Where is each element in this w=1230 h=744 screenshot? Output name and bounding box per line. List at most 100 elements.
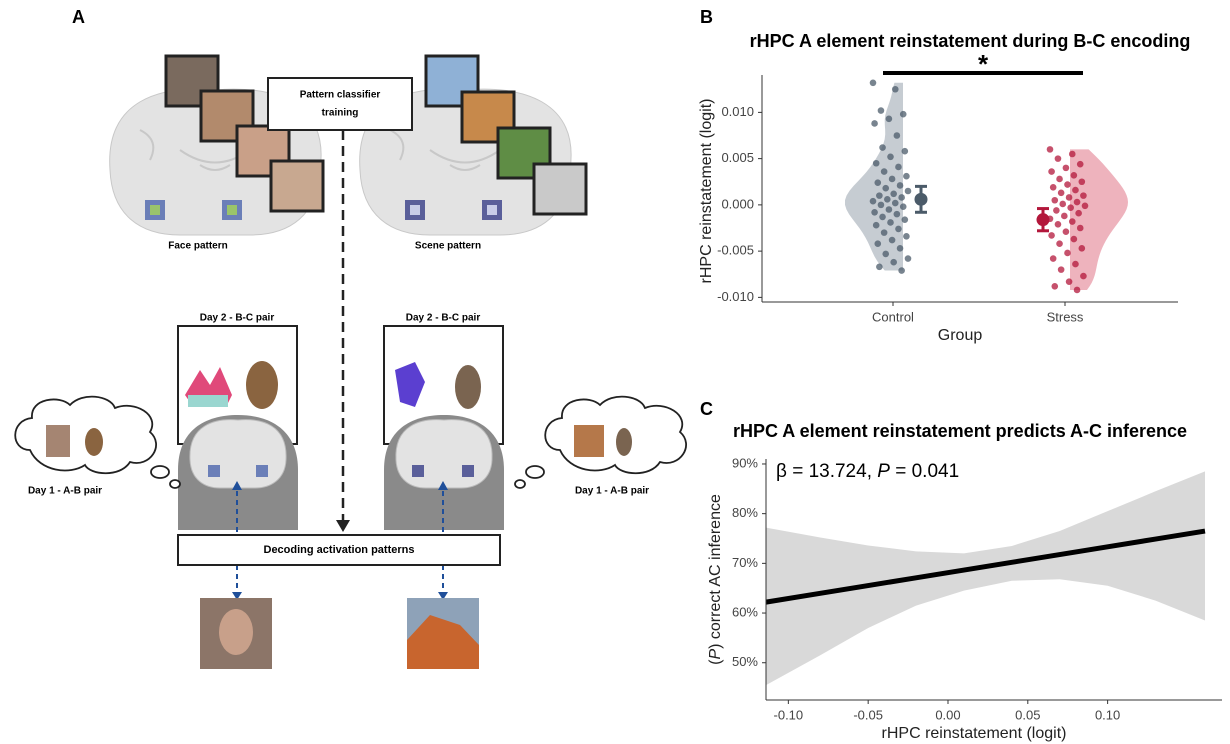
y-tick-label: 50% bbox=[732, 654, 758, 669]
data-point bbox=[870, 198, 877, 205]
data-point bbox=[882, 251, 889, 258]
figure: A Pattern classifier training Face patte… bbox=[0, 0, 1230, 744]
data-point bbox=[1066, 278, 1073, 285]
data-point bbox=[1064, 250, 1071, 257]
x-tick-label: Control bbox=[872, 309, 914, 324]
stat-annotation-part: β = 13.724, bbox=[776, 461, 877, 482]
x-tick-label: 0.00 bbox=[935, 707, 960, 722]
data-point bbox=[890, 259, 897, 266]
violin bbox=[1070, 149, 1128, 290]
data-point bbox=[886, 116, 893, 123]
data-point bbox=[894, 132, 901, 139]
data-point bbox=[1058, 190, 1065, 197]
data-point bbox=[1058, 266, 1065, 273]
data-point bbox=[892, 86, 899, 93]
panel-label: A bbox=[72, 7, 85, 27]
y-tick-label: 70% bbox=[732, 555, 758, 570]
y-tick-label: 60% bbox=[732, 604, 758, 619]
y-axis-label-part: ) correct AC inference bbox=[707, 494, 724, 649]
data-point bbox=[1082, 203, 1089, 210]
data-point bbox=[1055, 155, 1062, 162]
face-image bbox=[46, 425, 70, 457]
data-point bbox=[1056, 176, 1063, 183]
x-tick-label: -0.05 bbox=[853, 707, 883, 722]
y-tick-label: -0.005 bbox=[717, 243, 754, 258]
face-image bbox=[219, 609, 253, 655]
data-point bbox=[881, 168, 888, 175]
data-point bbox=[886, 206, 893, 213]
data-point bbox=[1048, 168, 1055, 175]
data-point bbox=[1048, 232, 1055, 239]
stat-annotation: β = 13.724, P = 0.041 bbox=[776, 461, 959, 482]
object-image bbox=[188, 395, 228, 407]
data-point bbox=[878, 107, 885, 114]
data-point bbox=[1074, 287, 1081, 294]
mean-point bbox=[1037, 213, 1050, 226]
data-point bbox=[871, 209, 878, 216]
x-tick-label: 0.05 bbox=[1015, 707, 1040, 722]
y-axis-label: (P) correct AC inference bbox=[707, 494, 724, 665]
data-point bbox=[1079, 245, 1086, 252]
confidence-band bbox=[766, 471, 1205, 685]
data-point bbox=[895, 226, 902, 233]
y-tick-label: 80% bbox=[732, 505, 758, 520]
x-tick-label: Stress bbox=[1047, 309, 1084, 324]
data-point bbox=[902, 148, 909, 155]
x-tick-label: -0.10 bbox=[774, 707, 804, 722]
data-point bbox=[1051, 197, 1058, 204]
stat-annotation-part: P bbox=[877, 461, 890, 482]
y-axis-label-part: P bbox=[707, 649, 724, 660]
data-point bbox=[894, 211, 901, 218]
data-point bbox=[876, 192, 883, 199]
classifier-box bbox=[268, 78, 412, 130]
data-point bbox=[1069, 218, 1076, 225]
data-point bbox=[1069, 151, 1076, 158]
data-point bbox=[1050, 184, 1057, 191]
data-point bbox=[887, 153, 894, 160]
data-point bbox=[1055, 221, 1062, 228]
data-point bbox=[1080, 192, 1087, 199]
data-point bbox=[871, 120, 878, 127]
data-point bbox=[1059, 201, 1066, 208]
data-point bbox=[873, 222, 880, 229]
data-point bbox=[1051, 283, 1058, 290]
data-point bbox=[870, 79, 877, 86]
data-point bbox=[874, 179, 881, 186]
data-point bbox=[1080, 273, 1087, 280]
head-brain bbox=[190, 420, 492, 488]
x-axis-label: rHPC reinstatement (logit) bbox=[882, 725, 1067, 742]
data-point bbox=[889, 176, 896, 183]
data-point bbox=[900, 203, 907, 210]
data-point bbox=[1063, 228, 1070, 235]
decoding-label: Decoding activation patterns bbox=[264, 544, 415, 556]
y-tick-label: 0.000 bbox=[721, 196, 754, 211]
data-point bbox=[897, 245, 904, 252]
data-point bbox=[902, 216, 909, 223]
panel-a: A Pattern classifier training Face patte… bbox=[15, 7, 686, 669]
data-point bbox=[900, 111, 907, 118]
data-point bbox=[1077, 161, 1084, 168]
data-point bbox=[1066, 194, 1073, 201]
data-point bbox=[1056, 240, 1063, 247]
data-point bbox=[1063, 165, 1070, 172]
data-point bbox=[903, 173, 910, 180]
x-tick-label: 0.10 bbox=[1095, 707, 1120, 722]
chart-title: rHPC A element reinstatement predicts A-… bbox=[733, 421, 1187, 441]
pair-label: Day 1 - A-B pair bbox=[28, 486, 102, 497]
data-point bbox=[878, 202, 885, 209]
pair-label: Day 2 - B-C pair bbox=[200, 313, 275, 324]
x-axis-label: Group bbox=[938, 327, 983, 344]
chart-title: rHPC A element reinstatement during B-C … bbox=[750, 31, 1191, 51]
data-point bbox=[905, 188, 912, 195]
classifier-label: Pattern classifier bbox=[300, 90, 381, 101]
data-point bbox=[1067, 204, 1074, 211]
data-point bbox=[884, 196, 891, 203]
data-point bbox=[1072, 187, 1079, 194]
data-point bbox=[1064, 181, 1071, 188]
pattern-label: Face pattern bbox=[168, 241, 227, 252]
data-point bbox=[874, 240, 881, 247]
animal-image bbox=[85, 428, 103, 456]
data-point bbox=[1047, 146, 1054, 153]
data-point bbox=[1053, 207, 1060, 214]
data-point bbox=[1079, 178, 1086, 185]
